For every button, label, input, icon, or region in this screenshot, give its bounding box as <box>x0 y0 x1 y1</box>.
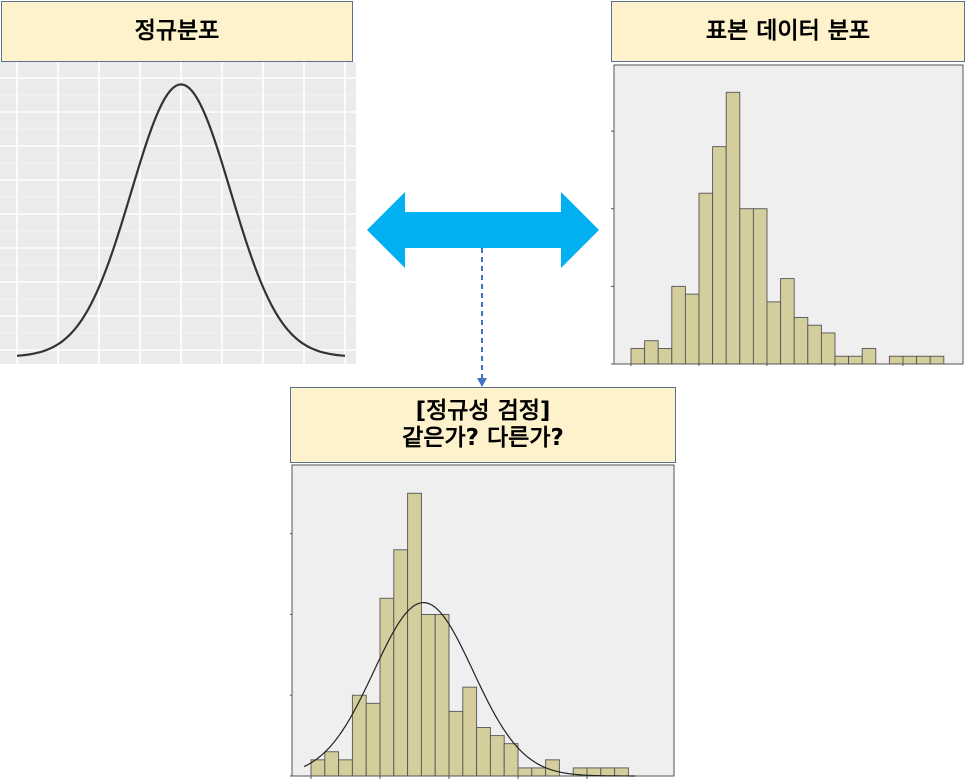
hist-bar <box>725 91 741 365</box>
hist-bar <box>793 316 809 365</box>
hist-bar <box>684 293 700 365</box>
hist-bar <box>644 340 659 365</box>
normal-distribution-label: 정규분포 <box>1 1 353 62</box>
hist-bar <box>393 549 409 777</box>
normality-test-label: [정규성 검정] 같은가? 다른가? <box>290 387 676 463</box>
hist-bar <box>671 285 686 365</box>
sample-distribution-chart <box>611 62 965 366</box>
hist-bar <box>698 192 714 365</box>
normality-test-chart <box>290 463 676 779</box>
hist-bar <box>462 686 478 777</box>
normality-test-question: 같은가? 다른가? <box>402 425 564 451</box>
normal-distribution-svg <box>0 62 356 364</box>
hist-bar <box>902 355 918 365</box>
hist-bar <box>848 355 863 365</box>
hist-normal-fit-curve <box>303 602 636 777</box>
sample-distribution-title: 표본 데이터 분포 <box>705 17 871 44</box>
sample-distribution-svg <box>611 62 965 366</box>
hist-bar <box>614 767 629 777</box>
hist-bar <box>630 348 646 365</box>
hist-bar <box>834 355 850 365</box>
hist-bar <box>766 301 782 365</box>
dashed-connector-arrow <box>477 248 487 387</box>
hist-bar <box>407 492 422 777</box>
hist-bar <box>503 743 519 777</box>
hist-bar <box>752 208 768 365</box>
hist-bar <box>820 332 836 365</box>
normality-test-svg <box>290 463 676 779</box>
hist-bar <box>657 348 673 365</box>
normal-distribution-title: 정규분포 <box>134 17 220 44</box>
hist-bar <box>888 355 904 365</box>
double-arrow-icon <box>367 192 599 268</box>
normal-distribution-chart <box>0 62 356 364</box>
hist-bar <box>929 355 945 365</box>
hist-bar <box>448 710 464 777</box>
hist-bar <box>712 146 727 365</box>
hist-bar <box>780 278 795 365</box>
normal-curve-line <box>16 83 346 357</box>
normal-plot-background <box>0 62 356 364</box>
double-arrow-shape <box>367 192 599 268</box>
hist-bar <box>420 613 436 777</box>
hist-bar <box>531 767 547 777</box>
hist-bar <box>365 702 381 777</box>
hist-bar <box>807 324 822 365</box>
hist-bar <box>324 751 340 777</box>
sample-distribution-label: 표본 데이터 분포 <box>611 1 965 62</box>
hist-bar <box>861 348 877 365</box>
hist-bar <box>489 735 505 777</box>
hist-bar <box>379 597 395 777</box>
normality-test-title: [정규성 검정] <box>415 397 551 424</box>
dashed-connector-arrowhead <box>477 378 487 387</box>
hist-bar <box>517 767 533 777</box>
hist-bar <box>338 759 353 777</box>
hist-bar <box>600 767 616 777</box>
hist-bar <box>739 208 754 365</box>
hist-bar <box>351 694 367 777</box>
hist-bar <box>476 727 491 777</box>
hist-bar <box>434 613 450 777</box>
hist-bar <box>916 355 931 365</box>
